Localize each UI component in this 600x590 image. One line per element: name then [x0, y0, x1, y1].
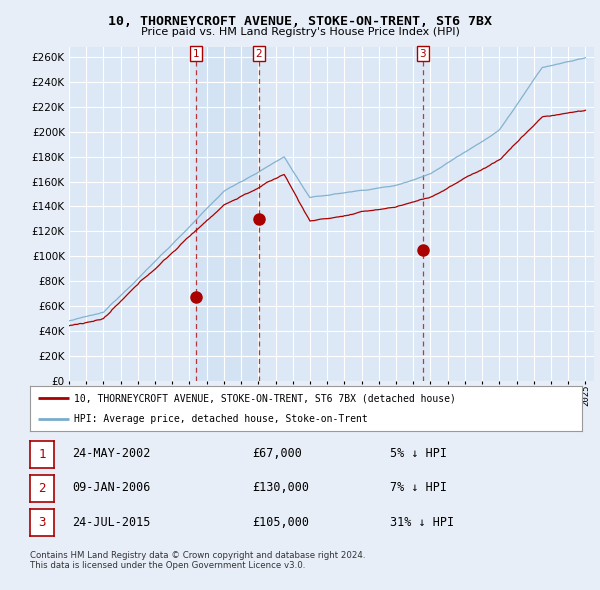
Text: 7% ↓ HPI: 7% ↓ HPI [390, 481, 447, 494]
Text: 2: 2 [256, 49, 262, 59]
Text: 09-JAN-2006: 09-JAN-2006 [72, 481, 151, 494]
Bar [196, 47, 259, 381]
Text: 5% ↓ HPI: 5% ↓ HPI [390, 447, 447, 460]
Text: 3: 3 [419, 49, 426, 59]
Text: 24-JUL-2015: 24-JUL-2015 [72, 516, 151, 529]
Text: 3: 3 [38, 516, 46, 529]
Text: 1: 1 [193, 49, 200, 59]
Text: 10, THORNEYCROFT AVENUE, STOKE-ON-TRENT, ST6 7BX (detached house): 10, THORNEYCROFT AVENUE, STOKE-ON-TRENT,… [74, 394, 456, 404]
Text: 1: 1 [38, 448, 46, 461]
Text: HPI: Average price, detached house, Stoke-on-Trent: HPI: Average price, detached house, Stok… [74, 414, 368, 424]
Text: 31% ↓ HPI: 31% ↓ HPI [390, 516, 454, 529]
Text: £105,000: £105,000 [252, 516, 309, 529]
Text: 10, THORNEYCROFT AVENUE, STOKE-ON-TRENT, ST6 7BX: 10, THORNEYCROFT AVENUE, STOKE-ON-TRENT,… [108, 15, 492, 28]
Text: Contains HM Land Registry data © Crown copyright and database right 2024.
This d: Contains HM Land Registry data © Crown c… [30, 551, 365, 571]
Text: £130,000: £130,000 [252, 481, 309, 494]
Text: Price paid vs. HM Land Registry's House Price Index (HPI): Price paid vs. HM Land Registry's House … [140, 27, 460, 37]
Text: 2: 2 [38, 482, 46, 495]
Text: 24-MAY-2002: 24-MAY-2002 [72, 447, 151, 460]
Text: £67,000: £67,000 [252, 447, 302, 460]
